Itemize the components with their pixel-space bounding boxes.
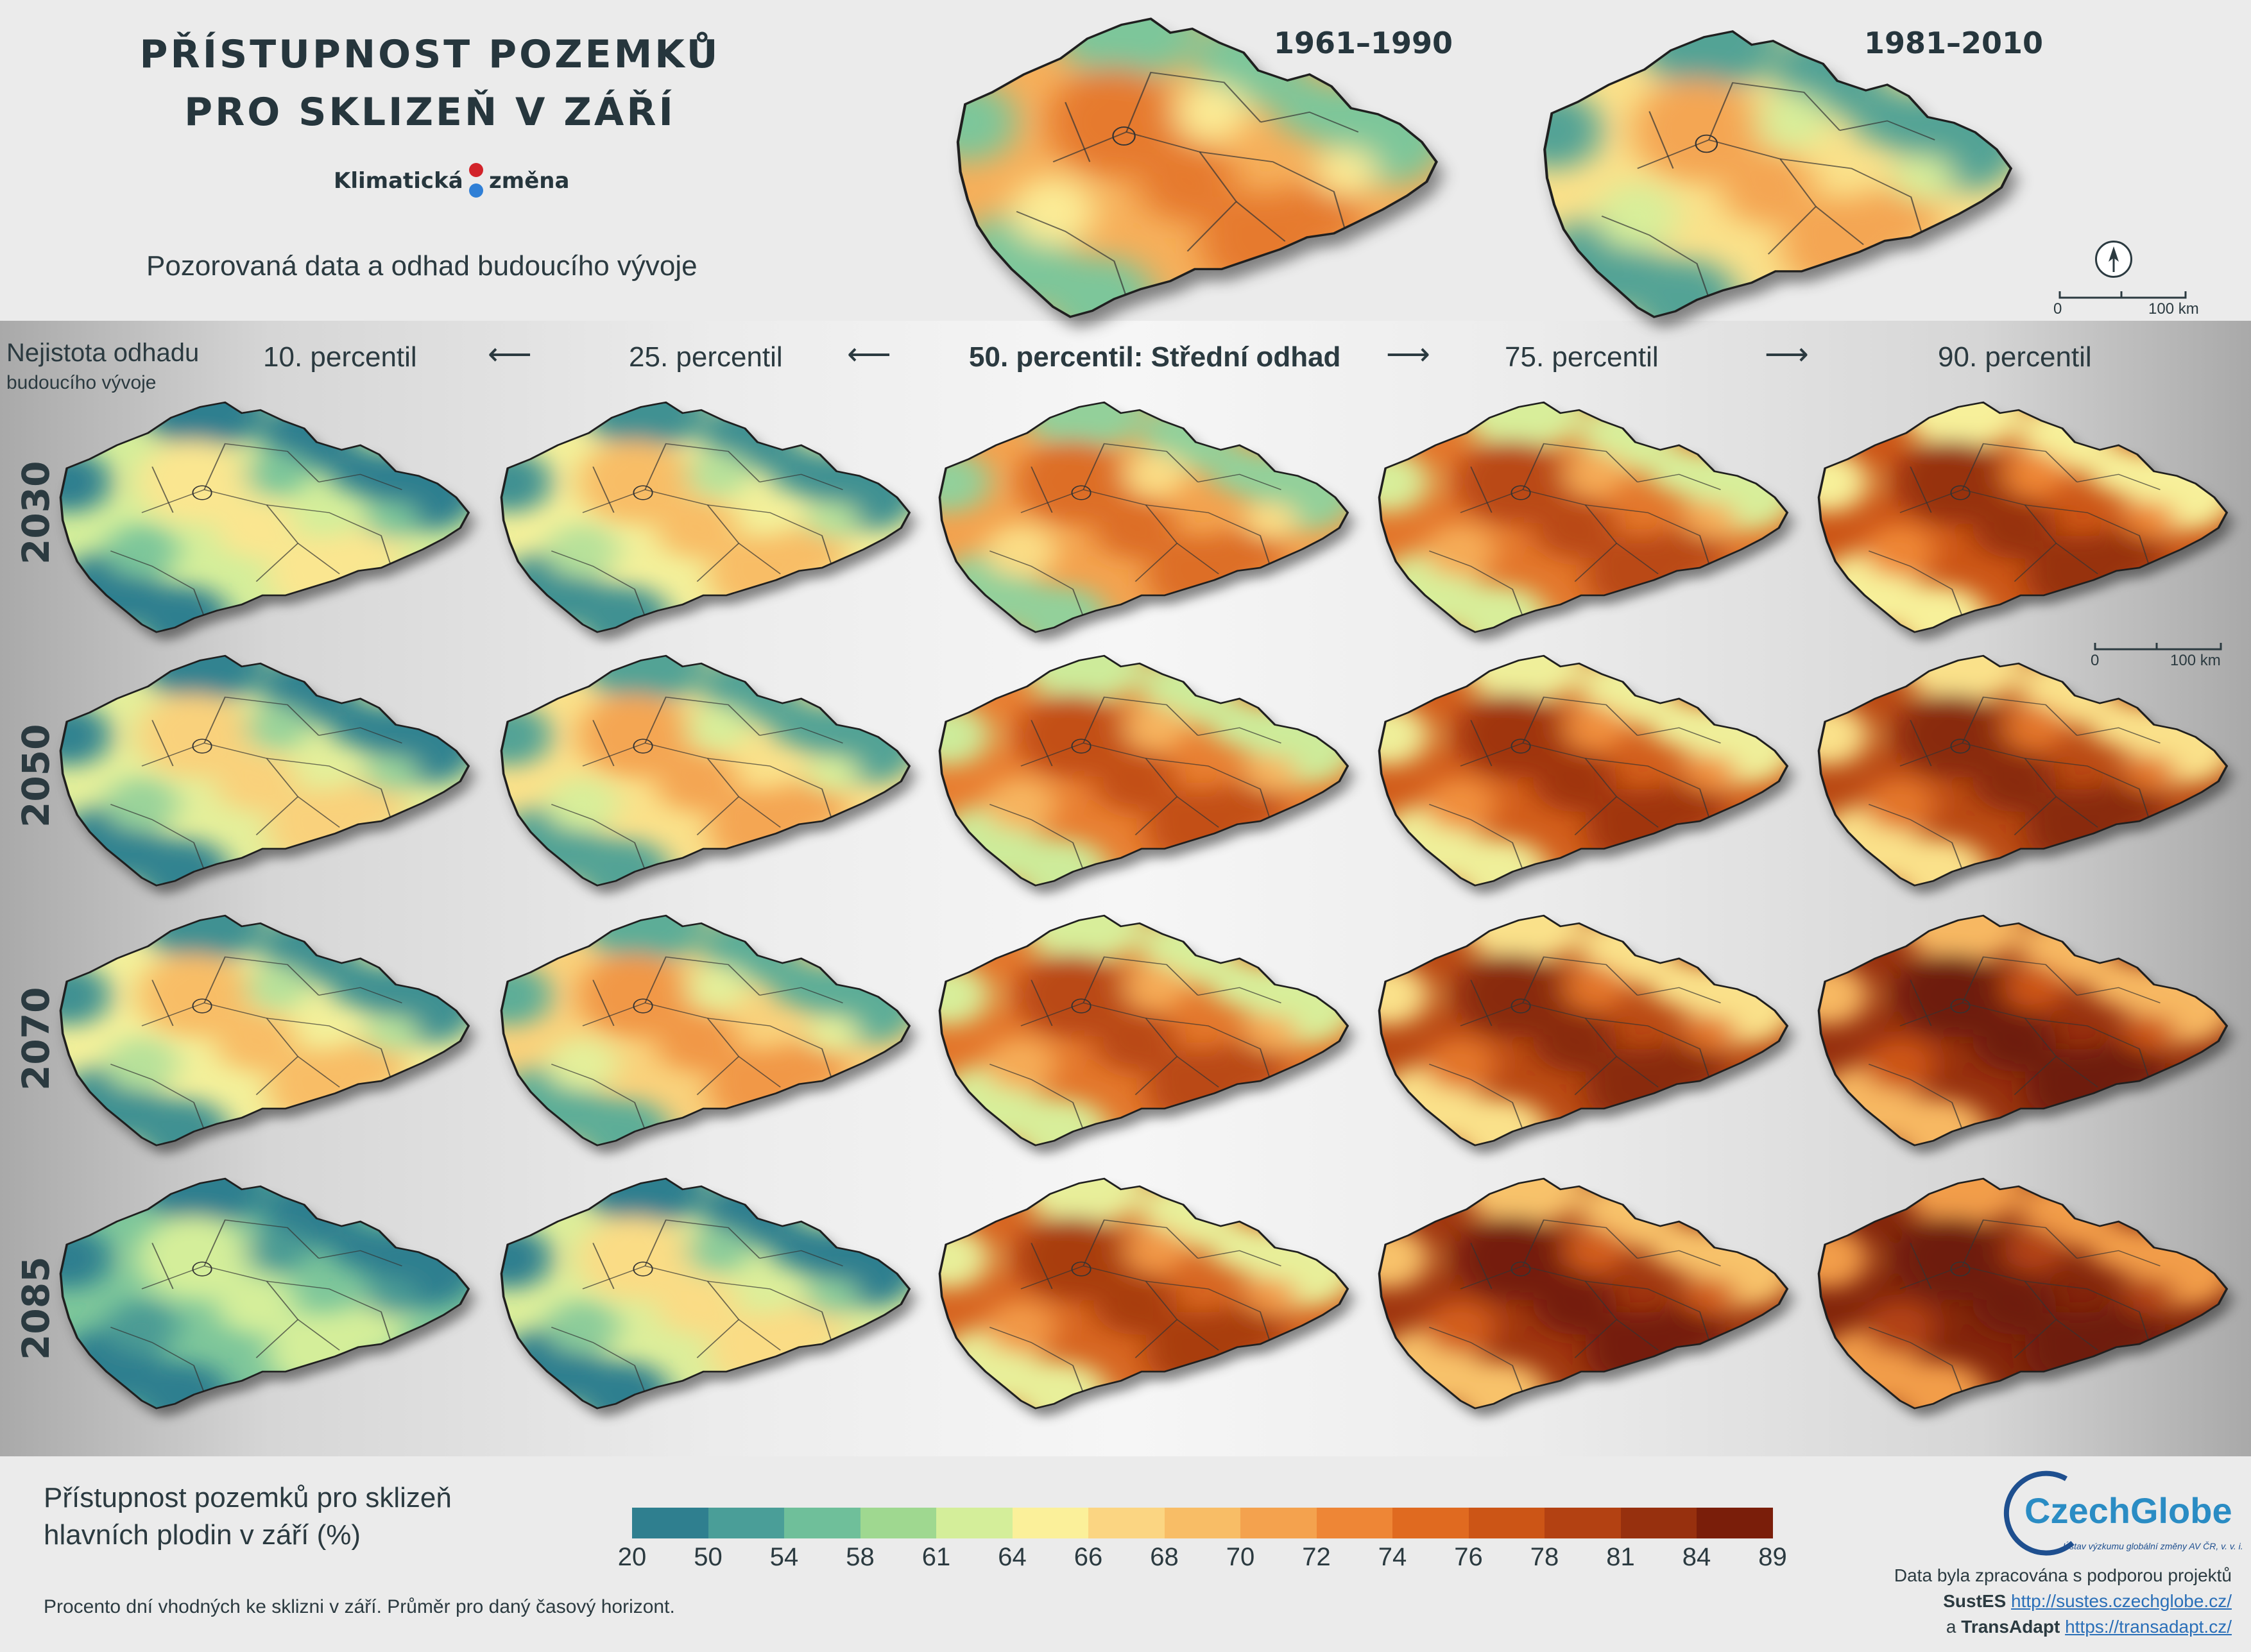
credits-and: a <box>1946 1617 1956 1637</box>
map-2030-p50 <box>927 398 1354 635</box>
arrow-left-icon: ⟵ <box>847 337 891 371</box>
legend-color-cell <box>784 1508 860 1538</box>
legend-tick-label: 84 <box>1682 1543 1711 1571</box>
map-2030-p10 <box>48 398 475 635</box>
period-label-1981-2010: 1981–2010 <box>1864 26 2044 60</box>
map-2050-p50 <box>927 651 1354 889</box>
map-observed-1961-1990 <box>943 13 1444 321</box>
legend-color-cell <box>1012 1508 1089 1538</box>
legend-note: Procento dní vhodných ke sklizni v září.… <box>44 1596 675 1617</box>
map-2070-p75 <box>1367 911 1793 1148</box>
legend-color-cell <box>1240 1508 1317 1538</box>
credits-line-1: Data byla zpracována s podporou projektů <box>1894 1565 2232 1585</box>
brand-text-right: změna <box>489 168 570 194</box>
percentile-75-label: 75. percentil <box>1505 341 1659 373</box>
logo-name: CzechGlobe <box>2024 1490 2232 1531</box>
legend-tick-label: 61 <box>921 1543 951 1571</box>
arrow-right-icon: ⟶ <box>1386 337 1430 371</box>
legend-color-cell <box>936 1508 1013 1538</box>
legend-tick-label: 72 <box>1302 1543 1331 1571</box>
uncertainty-sublabel: budoucího vývoje <box>6 372 157 393</box>
credits-project-1: SustES <box>1943 1591 2007 1611</box>
map-observed-1981-2010 <box>1530 26 2018 321</box>
legend-tick-label: 81 <box>1606 1543 1635 1571</box>
credits-project-2: TransAdapt <box>1961 1617 2060 1637</box>
legend-tick-label: 20 <box>617 1543 647 1571</box>
percentile-90-label: 90. percentil <box>1938 341 2092 373</box>
legend-tick-label: 70 <box>1226 1543 1255 1571</box>
legend-color-cell <box>632 1508 708 1538</box>
map-2070-p10 <box>48 911 475 1148</box>
legend-color-cell <box>1316 1508 1393 1538</box>
percentile-50-label: 50. percentil: Střední odhad <box>969 341 1341 373</box>
credits-line-3: a TransAdapt https://transadapt.cz/ <box>1946 1617 2232 1637</box>
arrow-left-icon: ⟵ <box>488 337 532 371</box>
legend-color-cell <box>1697 1508 1773 1538</box>
credits-link-2[interactable]: https://transadapt.cz/ <box>2065 1617 2232 1637</box>
arrow-right-icon: ⟶ <box>1765 337 1809 371</box>
legend-tick-label: 68 <box>1150 1543 1179 1571</box>
brand-text-left: Klimatická <box>334 168 463 194</box>
map-2030-p25 <box>489 398 916 635</box>
period-label-1961-1990: 1961–1990 <box>1274 26 1453 60</box>
brand-blue-dot-icon <box>469 183 483 198</box>
legend-tick-label: 54 <box>769 1543 799 1571</box>
map-2030-p90 <box>1806 398 2233 635</box>
map-2085-p25 <box>489 1174 916 1411</box>
scale-start-top: 0 <box>2053 300 2062 318</box>
legend-tick-label: 66 <box>1074 1543 1103 1571</box>
scale-end-top: 100 km <box>2148 300 2199 318</box>
map-2050-p90 <box>1806 651 2233 889</box>
legend-color-cell <box>1545 1508 1621 1538</box>
title-line-1: PŘÍSTUPNOST POZEMKŮ <box>139 32 721 77</box>
legend-color-cell <box>860 1508 937 1538</box>
legend-color-cell <box>1468 1508 1545 1538</box>
scale-end-grid: 100 km <box>2170 652 2221 669</box>
map-2050-p75 <box>1367 651 1793 889</box>
scale-start-grid: 0 <box>2091 652 2100 669</box>
brand-red-dot-icon <box>469 163 483 177</box>
legend-title-line-2: hlavních plodin v září (%) <box>44 1519 361 1551</box>
legend-tick-label: 64 <box>998 1543 1027 1571</box>
subtitle: Pozorovaná data a odhad budoucího vývoje <box>146 250 698 282</box>
uncertainty-label: Nejistota odhadu <box>6 339 200 367</box>
map-2070-p90 <box>1806 911 2233 1148</box>
credits-link-1[interactable]: http://sustes.czechglobe.cz/ <box>2011 1591 2232 1611</box>
map-2030-p75 <box>1367 398 1793 635</box>
legend-tick-label: 50 <box>694 1543 723 1571</box>
map-2050-p25 <box>489 651 916 889</box>
map-2070-p25 <box>489 911 916 1148</box>
legend-tick-label: 89 <box>1758 1543 1787 1571</box>
legend-title-line-1: Přístupnost pozemků pro sklizeň <box>44 1482 452 1513</box>
scale-bar-top <box>2058 290 2187 299</box>
percentile-25-label: 25. percentil <box>629 341 783 373</box>
czechglobe-swoosh-icon <box>1996 1466 2092 1562</box>
legend-color-cell <box>1164 1508 1241 1538</box>
legend-color-cell <box>1392 1508 1469 1538</box>
map-2070-p50 <box>927 911 1354 1148</box>
map-2085-p10 <box>48 1174 475 1411</box>
legend-tick-label: 76 <box>1454 1543 1483 1571</box>
logo-tagline: Ústav výzkumu globální změny AV ČR, v. v… <box>2063 1541 2243 1551</box>
legend-tick-label: 74 <box>1378 1543 1407 1571</box>
legend-color-cell <box>1088 1508 1165 1538</box>
map-2050-p10 <box>48 651 475 889</box>
legend-color-cell <box>1620 1508 1697 1538</box>
legend-panel <box>0 1456 2251 1652</box>
legend-tick-label: 58 <box>846 1543 875 1571</box>
credits-line-2: SustES http://sustes.czechglobe.cz/ <box>1943 1591 2232 1612</box>
north-arrow-icon <box>2095 241 2132 278</box>
title-line-2: PRO SKLIZEŇ V ZÁŘÍ <box>184 90 676 135</box>
map-2085-p90 <box>1806 1174 2233 1411</box>
legend-color-cell <box>708 1508 785 1538</box>
map-2085-p75 <box>1367 1174 1793 1411</box>
map-2085-p50 <box>927 1174 1354 1411</box>
percentile-10-label: 10. percentil <box>263 341 417 373</box>
legend-tick-label: 78 <box>1530 1543 1559 1571</box>
scale-bar-grid <box>2094 642 2222 651</box>
